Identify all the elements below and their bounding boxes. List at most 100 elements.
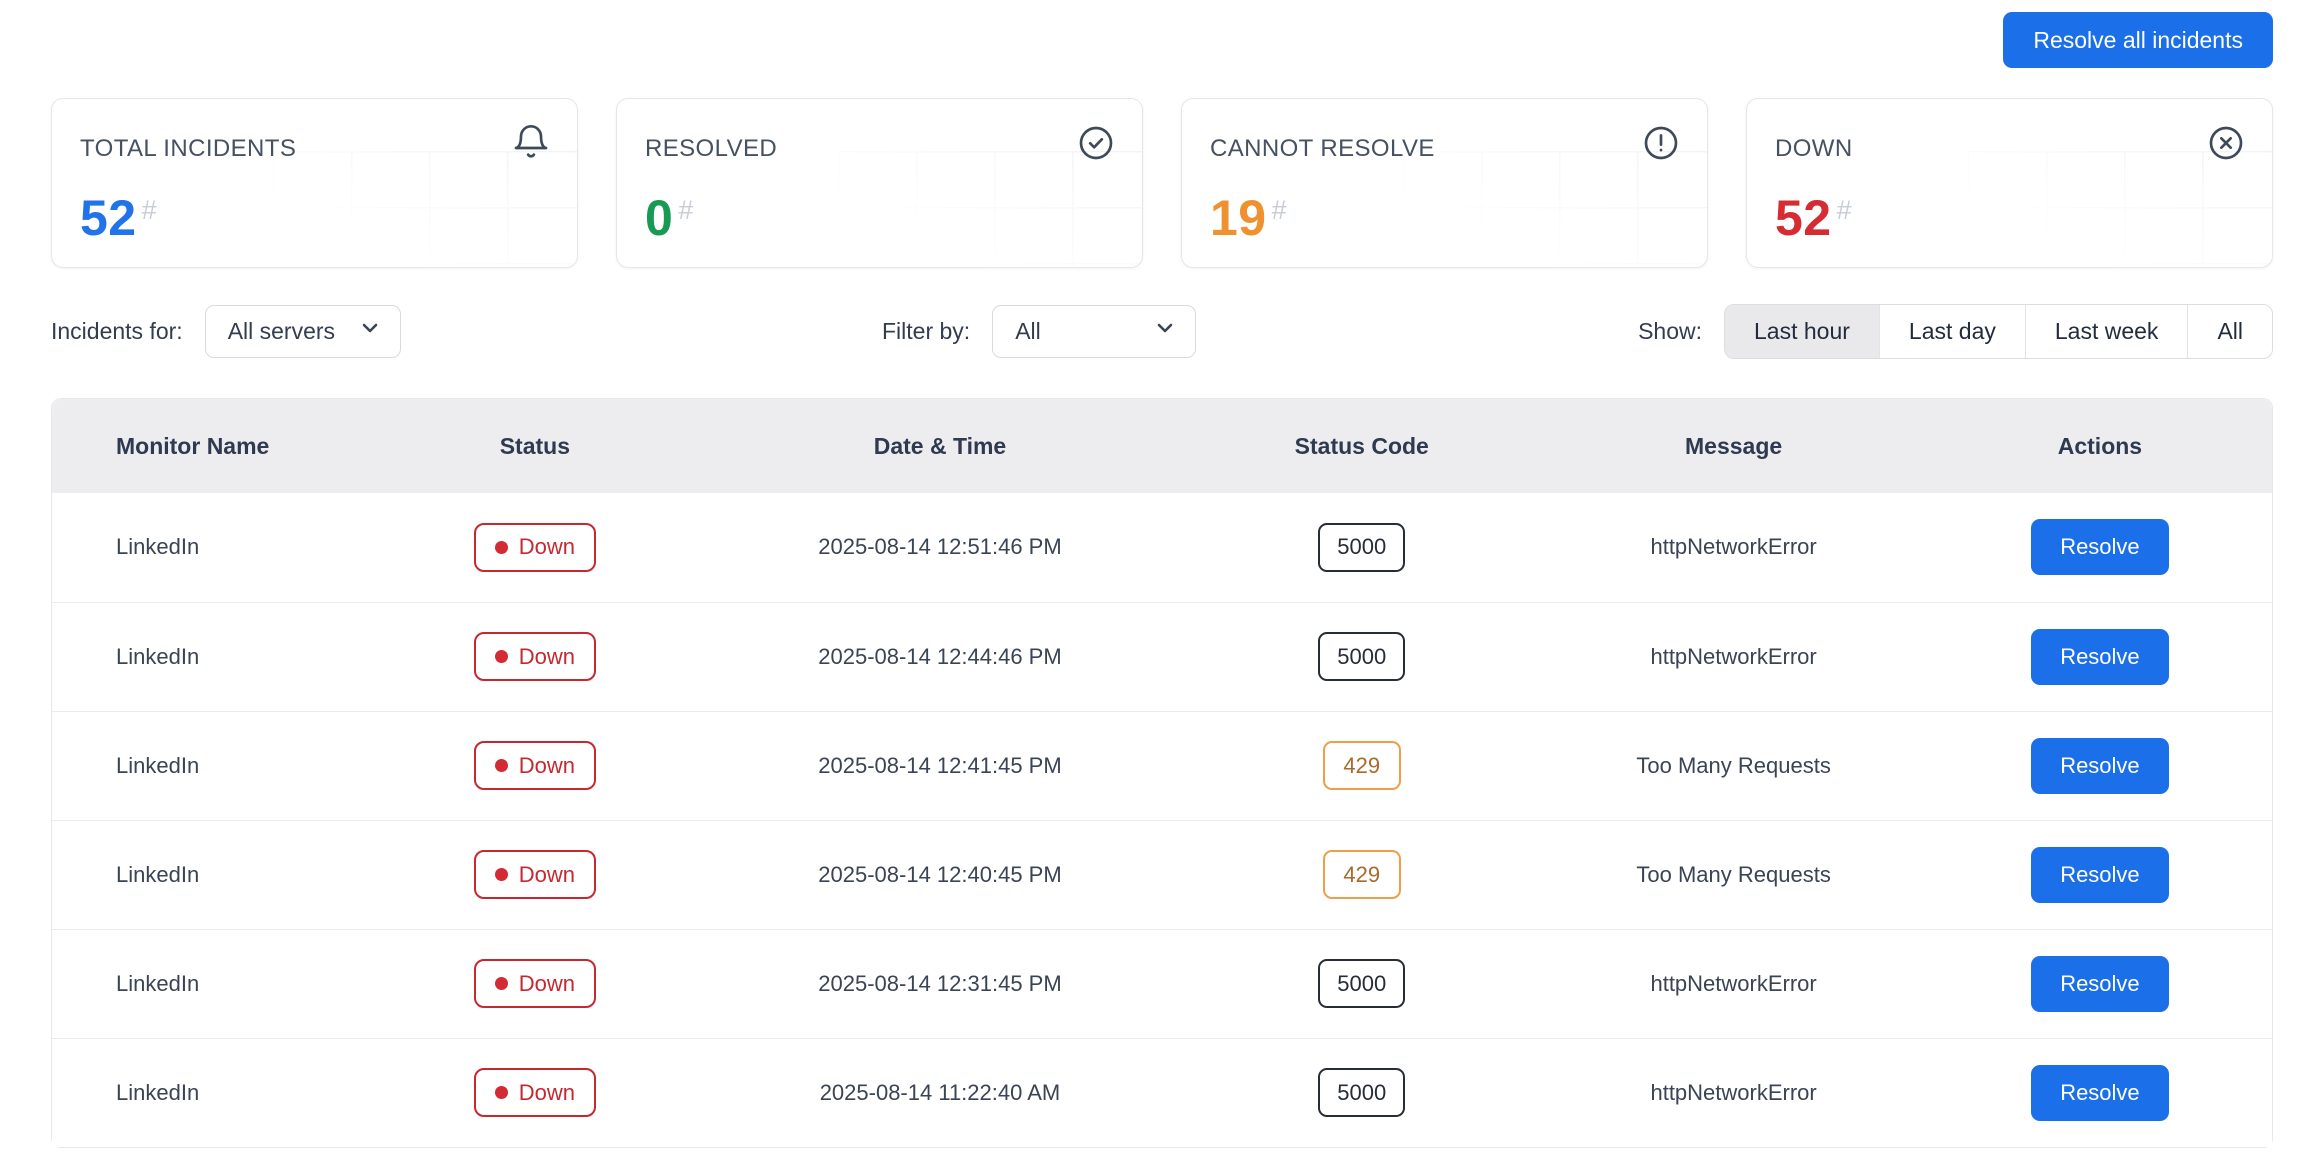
stat-unit: #: [1271, 195, 1287, 225]
show-label: Show:: [1638, 317, 1703, 344]
show-option-last-day[interactable]: Last day: [1878, 304, 2025, 358]
status-badge-down: Down: [473, 522, 596, 572]
filter-by-group: Filter by: All: [882, 303, 1197, 359]
stat-card-value: 19 #: [1210, 193, 1287, 243]
message-cell: Too Many Requests: [1539, 819, 1928, 929]
status-cell: Down: [373, 819, 696, 929]
actions-cell: Resolve: [1927, 1037, 2272, 1147]
alert-circle-icon: [1641, 123, 1681, 163]
card-grid-decoration: [1402, 151, 1707, 267]
resolve-button[interactable]: Resolve: [2031, 737, 2169, 794]
status-dot-icon: [494, 868, 508, 881]
filter-by-label: Filter by:: [882, 317, 971, 344]
stat-card-resolved: RESOLVED 0 #: [616, 98, 1143, 268]
message-cell: httpNetworkError: [1539, 928, 1928, 1038]
datetime-cell: 2025-08-14 12:51:46 PM: [695, 493, 1185, 602]
show-option-last-hour[interactable]: Last hour: [1725, 304, 1879, 358]
column-header-message: Message: [1539, 399, 1928, 493]
monitor-name-cell: LinkedIn: [52, 928, 374, 1038]
status-dot-icon: [494, 540, 508, 554]
stat-unit: #: [678, 195, 694, 225]
bell-icon: [511, 123, 551, 163]
check-circle-icon: [1076, 123, 1116, 163]
incidents-for-label: Incidents for:: [51, 317, 183, 344]
stat-card-value: 52 #: [1775, 193, 1852, 243]
stat-card-value: 52 #: [80, 193, 157, 243]
stat-card-label: TOTAL INCIDENTS: [80, 135, 297, 162]
show-option-all[interactable]: All: [2187, 304, 2272, 358]
stat-card-value: 0 #: [645, 193, 693, 243]
table-row: LinkedIn Down 2025-08-14 12:40:45 PM 429 Too…: [52, 819, 2272, 929]
chevron-down-icon: [358, 316, 382, 346]
monitor-name-cell: LinkedIn: [52, 710, 374, 820]
table-row: LinkedIn Down 2025-08-14 11:22:40 AM 5000 ht…: [52, 1037, 2272, 1147]
table-row: LinkedIn Down 2025-08-14 12:44:46 PM 5000 ht…: [52, 601, 2272, 711]
datetime-cell: 2025-08-14 12:44:46 PM: [695, 601, 1185, 711]
status-badge-down: Down: [473, 741, 596, 790]
actions-cell: Resolve: [1927, 493, 2272, 602]
show-group: Show: Last hour Last day Last week All: [1638, 303, 2273, 359]
actions-cell: Resolve: [1927, 710, 2272, 820]
actions-cell: Resolve: [1927, 601, 2272, 711]
actions-cell: Resolve: [1927, 928, 2272, 1038]
show-option-last-week[interactable]: Last week: [2024, 304, 2188, 358]
resolve-button[interactable]: Resolve: [2031, 519, 2169, 576]
stat-card-total-incidents: TOTAL INCIDENTS 52 #: [51, 98, 578, 268]
resolve-button[interactable]: Resolve: [2031, 955, 2169, 1012]
stat-card-label: CANNOT RESOLVE: [1210, 135, 1435, 162]
datetime-cell: 2025-08-14 11:22:40 AM: [695, 1037, 1185, 1147]
status-code-badge: 5000: [1318, 1068, 1406, 1118]
message-cell: httpNetworkError: [1539, 601, 1928, 711]
status-dot-icon: [494, 1086, 508, 1100]
status-badge-down: Down: [473, 959, 596, 1008]
status-code-cell: 429: [1184, 819, 1540, 929]
status-code-badge: 5000: [1318, 522, 1406, 572]
status-badge-down: Down: [473, 632, 596, 681]
server-select[interactable]: All servers: [204, 304, 401, 358]
column-header-date-time: Date & Time: [695, 399, 1185, 493]
status-code-cell: 429: [1184, 710, 1540, 820]
stat-number: 52: [1775, 190, 1832, 246]
status-code-badge: 429: [1322, 741, 1401, 790]
stat-card-label: DOWN: [1775, 135, 1853, 162]
card-grid-decoration: [837, 151, 1142, 267]
message-cell: httpNetworkError: [1539, 1037, 1928, 1147]
status-badge-down: Down: [473, 1068, 596, 1118]
message-cell: Too Many Requests: [1539, 710, 1928, 820]
topbar: Resolve all incidents: [51, 12, 2273, 68]
x-circle-icon: [2206, 123, 2246, 163]
filter-select[interactable]: All: [992, 304, 1197, 358]
table-row: LinkedIn Down 2025-08-14 12:51:46 PM 5000 ht…: [52, 493, 2272, 602]
incidents-for-group: Incidents for: All servers: [51, 303, 401, 359]
table-row: LinkedIn Down 2025-08-14 12:41:45 PM 429 Too…: [52, 710, 2272, 820]
status-code-cell: 5000: [1184, 493, 1540, 602]
stat-number: 19: [1210, 190, 1267, 246]
status-dot-icon: [494, 650, 508, 663]
resolve-button[interactable]: Resolve: [2031, 628, 2169, 685]
stat-cards: TOTAL INCIDENTS 52 # RESOLVED 0 # CANNOT R…: [51, 98, 2273, 268]
status-badge-down: Down: [473, 850, 596, 899]
resolve-all-button[interactable]: Resolve all incidents: [2003, 12, 2273, 68]
message-cell: httpNetworkError: [1539, 493, 1928, 602]
status-code-badge: 5000: [1318, 632, 1406, 681]
status-dot-icon: [494, 759, 508, 772]
status-code-badge: 5000: [1318, 959, 1406, 1008]
stat-unit: #: [1836, 195, 1852, 225]
monitor-name-cell: LinkedIn: [52, 1037, 374, 1147]
stat-card-down: DOWN 52 #: [1746, 98, 2273, 268]
stat-card-label: RESOLVED: [645, 135, 778, 162]
status-code-badge: 429: [1322, 850, 1401, 899]
monitor-name-cell: LinkedIn: [52, 819, 374, 929]
incidents-table: Monitor Name Status Date & Time Status C…: [51, 398, 2273, 1148]
status-cell: Down: [373, 493, 696, 602]
status-cell: Down: [373, 710, 696, 820]
status-cell: Down: [373, 928, 696, 1038]
stat-number: 52: [80, 190, 137, 246]
status-code-cell: 5000: [1184, 1037, 1540, 1147]
server-select-value: All servers: [227, 317, 336, 344]
resolve-button[interactable]: Resolve: [2031, 1064, 2169, 1121]
column-header-status-code: Status Code: [1184, 399, 1540, 493]
resolve-button[interactable]: Resolve: [2031, 846, 2169, 903]
stat-unit: #: [141, 195, 157, 225]
table-row: LinkedIn Down 2025-08-14 12:31:45 PM 5000 ht…: [52, 928, 2272, 1038]
